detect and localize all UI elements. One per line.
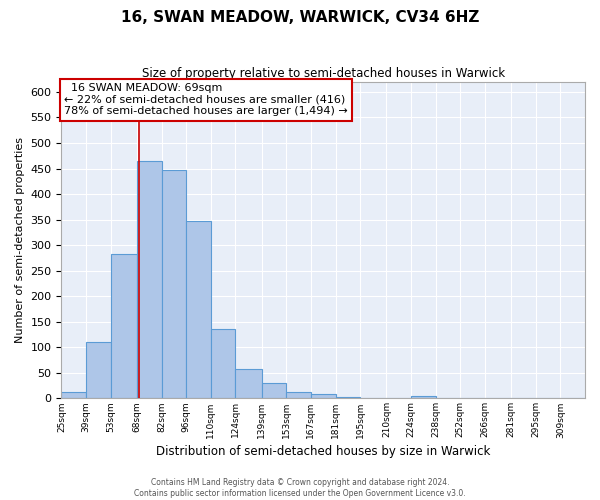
Bar [411, 396, 436, 398]
Bar [186, 221, 211, 398]
Bar [211, 330, 235, 398]
Title: Size of property relative to semi-detached houses in Warwick: Size of property relative to semi-detach… [142, 68, 505, 80]
Text: 16, SWAN MEADOW, WARWICK, CV34 6HZ: 16, SWAN MEADOW, WARWICK, CV34 6HZ [121, 10, 479, 25]
Bar [137, 161, 161, 398]
X-axis label: Distribution of semi-detached houses by size in Warwick: Distribution of semi-detached houses by … [156, 444, 490, 458]
Bar [86, 342, 110, 398]
Bar [161, 170, 186, 398]
Bar [286, 392, 311, 398]
Bar [235, 370, 262, 398]
Text: Contains HM Land Registry data © Crown copyright and database right 2024.
Contai: Contains HM Land Registry data © Crown c… [134, 478, 466, 498]
Bar [311, 394, 335, 398]
Y-axis label: Number of semi-detached properties: Number of semi-detached properties [15, 137, 25, 343]
Bar [262, 382, 286, 398]
Text: 16 SWAN MEADOW: 69sqm
← 22% of semi-detached houses are smaller (416)
78% of sem: 16 SWAN MEADOW: 69sqm ← 22% of semi-deta… [64, 84, 348, 116]
Bar [61, 392, 86, 398]
Bar [110, 254, 137, 398]
